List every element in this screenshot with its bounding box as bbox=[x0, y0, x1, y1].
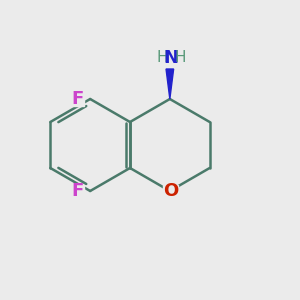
Text: H: H bbox=[156, 50, 168, 65]
Text: N: N bbox=[163, 49, 178, 67]
Bar bbox=[163, 184, 178, 197]
Text: H: H bbox=[174, 50, 186, 65]
Text: O: O bbox=[163, 182, 178, 200]
Bar bbox=[156, 50, 184, 65]
Text: F: F bbox=[71, 182, 83, 200]
Bar bbox=[71, 184, 84, 197]
Bar bbox=[71, 92, 84, 106]
Text: F: F bbox=[71, 90, 83, 108]
Polygon shape bbox=[166, 69, 174, 99]
